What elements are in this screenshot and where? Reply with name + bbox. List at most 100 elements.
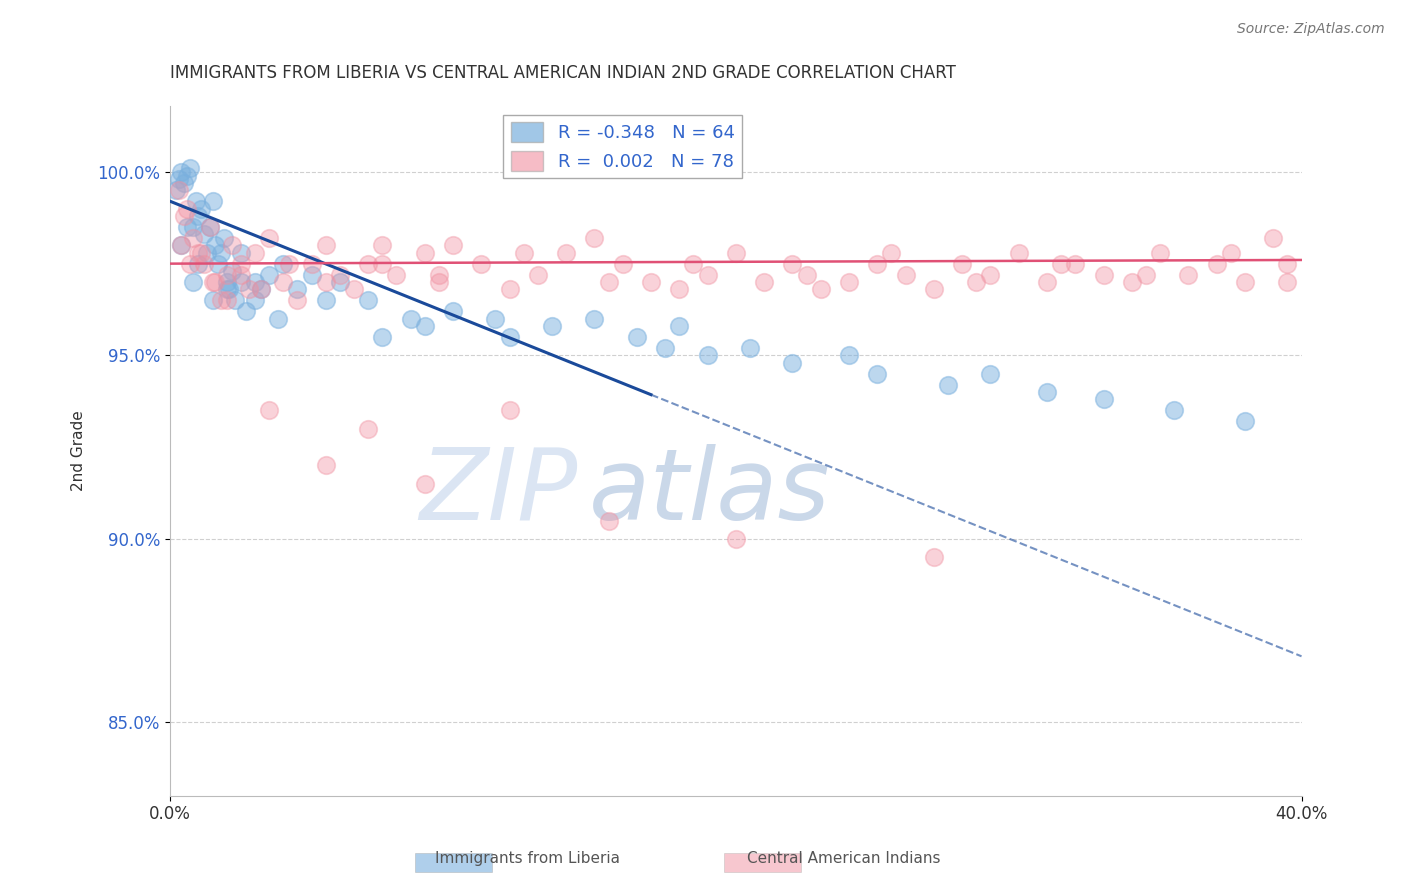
- Point: [271, 275, 294, 289]
- Point: [555, 245, 578, 260]
- Point: [218, 282, 240, 296]
- Point: [965, 275, 987, 289]
- Point: [181, 219, 204, 234]
- Point: [229, 257, 252, 271]
- Point: [738, 341, 761, 355]
- Point: [193, 227, 215, 242]
- Point: [173, 176, 195, 190]
- Point: [1177, 268, 1199, 282]
- Point: [1205, 257, 1227, 271]
- Point: [204, 275, 226, 289]
- Point: [221, 238, 243, 252]
- Point: [441, 304, 464, 318]
- Point: [257, 231, 280, 245]
- Point: [315, 238, 337, 252]
- Point: [315, 275, 337, 289]
- Point: [315, 293, 337, 308]
- Point: [170, 165, 193, 179]
- Point: [357, 422, 380, 436]
- Text: atlas: atlas: [589, 443, 831, 541]
- Point: [277, 257, 299, 271]
- Point: [235, 304, 257, 318]
- Point: [1277, 257, 1299, 271]
- Point: [696, 348, 718, 362]
- Point: [696, 268, 718, 282]
- Point: [215, 293, 238, 308]
- Point: [1163, 403, 1185, 417]
- Point: [1149, 245, 1171, 260]
- Point: [187, 257, 209, 271]
- Point: [654, 341, 676, 355]
- Legend: R = -0.348   N = 64, R =  0.002   N = 78: R = -0.348 N = 64, R = 0.002 N = 78: [503, 115, 742, 178]
- Point: [498, 330, 520, 344]
- Point: [598, 514, 620, 528]
- Point: [170, 238, 193, 252]
- Point: [190, 202, 212, 216]
- Point: [413, 245, 436, 260]
- Point: [541, 318, 564, 333]
- Point: [187, 209, 209, 223]
- Point: [238, 282, 260, 296]
- Point: [682, 257, 704, 271]
- Text: IMMIGRANTS FROM LIBERIA VS CENTRAL AMERICAN INDIAN 2ND GRADE CORRELATION CHART: IMMIGRANTS FROM LIBERIA VS CENTRAL AMERI…: [170, 64, 956, 82]
- Point: [209, 245, 232, 260]
- Point: [866, 257, 889, 271]
- Point: [1233, 414, 1256, 428]
- Point: [810, 282, 832, 296]
- Point: [285, 293, 308, 308]
- Point: [176, 169, 198, 183]
- Point: [782, 257, 804, 271]
- Point: [224, 293, 246, 308]
- Point: [209, 293, 232, 308]
- Point: [249, 282, 271, 296]
- Point: [167, 172, 190, 186]
- Point: [257, 268, 280, 282]
- Point: [371, 330, 394, 344]
- Point: [470, 257, 492, 271]
- Point: [668, 282, 690, 296]
- Point: [527, 268, 550, 282]
- Text: ZIP: ZIP: [419, 443, 578, 541]
- Point: [266, 311, 288, 326]
- Point: [229, 275, 252, 289]
- Point: [922, 282, 945, 296]
- Point: [181, 231, 204, 245]
- Point: [229, 268, 252, 282]
- Point: [229, 245, 252, 260]
- Point: [184, 194, 207, 209]
- Point: [167, 183, 190, 197]
- Point: [243, 275, 266, 289]
- Point: [1064, 257, 1087, 271]
- Point: [512, 245, 534, 260]
- Point: [427, 268, 450, 282]
- Point: [583, 231, 606, 245]
- Point: [413, 318, 436, 333]
- Point: [170, 238, 193, 252]
- Point: [212, 231, 235, 245]
- Point: [193, 257, 215, 271]
- Point: [204, 238, 226, 252]
- Point: [207, 257, 229, 271]
- Point: [257, 403, 280, 417]
- Text: Central American Indians: Central American Indians: [747, 851, 941, 865]
- Text: Source: ZipAtlas.com: Source: ZipAtlas.com: [1237, 22, 1385, 37]
- Point: [249, 282, 271, 296]
- Point: [612, 257, 634, 271]
- Point: [385, 268, 408, 282]
- Point: [796, 268, 818, 282]
- Point: [1219, 245, 1241, 260]
- Point: [176, 219, 198, 234]
- Point: [1263, 231, 1285, 245]
- Point: [243, 293, 266, 308]
- Point: [371, 257, 394, 271]
- Point: [1135, 268, 1157, 282]
- Point: [782, 356, 804, 370]
- Text: Immigrants from Liberia: Immigrants from Liberia: [434, 851, 620, 865]
- Point: [198, 219, 221, 234]
- Point: [936, 377, 959, 392]
- Point: [838, 348, 860, 362]
- Point: [484, 311, 506, 326]
- Point: [640, 275, 662, 289]
- Point: [301, 268, 323, 282]
- Point: [181, 275, 204, 289]
